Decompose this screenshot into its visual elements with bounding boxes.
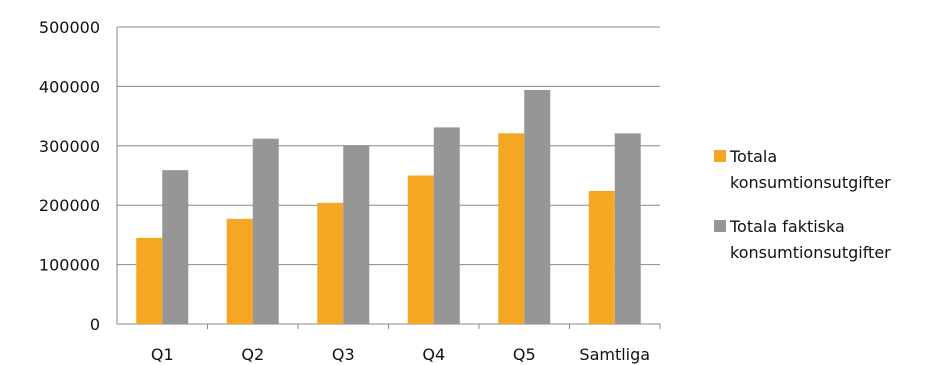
y-tick-label: 0 (90, 315, 100, 334)
bar-totala-faktiska (162, 170, 189, 324)
category-label: Q4 (422, 345, 445, 364)
legend-label: konsumtionsutgifter (730, 173, 891, 192)
bar-totala (136, 237, 163, 324)
bars-layer (136, 89, 641, 325)
y-tick-label: 400000 (39, 77, 100, 96)
grid-layer (117, 26, 660, 266)
category-label: Q2 (241, 345, 264, 364)
legend-swatch (714, 150, 726, 162)
bar-totala (317, 202, 344, 324)
bar-totala-faktiska (433, 127, 460, 324)
category-label: Samtliga (579, 345, 650, 364)
y-tick-label: 200000 (39, 196, 100, 215)
category-label: Q1 (151, 345, 174, 364)
bar-totala (226, 218, 253, 324)
bar-totala-faktiska (252, 138, 279, 324)
category-label: Q5 (513, 345, 536, 364)
bar-totala-faktiska (343, 145, 370, 324)
bar-totala (588, 190, 615, 324)
y-tick-label: 500000 (39, 18, 100, 37)
y-tick-label: 300000 (39, 137, 100, 156)
category-label: Q3 (332, 345, 355, 364)
legend: Totala konsumtionsutgifter Totala faktiska… (714, 147, 891, 262)
bar-totala-faktiska (614, 133, 641, 324)
bar-totala (407, 175, 434, 324)
legend-label: Totala (729, 147, 777, 166)
axis-layer: 0 100000 200000 300000 400000 500000 (39, 18, 661, 334)
legend-label: Totala faktiska (729, 217, 845, 236)
bar-totala (498, 133, 525, 324)
bar-totala-faktiska (524, 89, 551, 325)
legend-swatch (714, 220, 726, 232)
category-labels: Q1 Q2 Q3 Q4 Q5 Samtliga (151, 345, 650, 364)
y-tick-label: 100000 (39, 256, 100, 275)
legend-label: konsumtionsutgifter (730, 243, 891, 262)
